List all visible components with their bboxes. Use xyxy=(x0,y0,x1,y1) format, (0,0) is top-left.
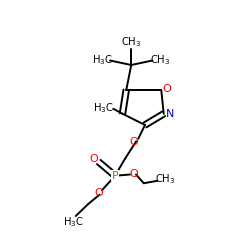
Text: CH$_3$: CH$_3$ xyxy=(121,35,142,49)
Text: H$_3$C: H$_3$C xyxy=(93,101,114,115)
Text: O: O xyxy=(129,137,138,147)
Text: CH$_3$: CH$_3$ xyxy=(150,53,171,67)
Text: O: O xyxy=(129,169,138,179)
Text: P: P xyxy=(112,171,118,181)
Text: H$_3$C: H$_3$C xyxy=(92,53,112,67)
Text: H$_3$C: H$_3$C xyxy=(63,215,84,229)
Text: N: N xyxy=(166,109,174,119)
Text: O: O xyxy=(94,188,104,198)
Text: CH$_3$: CH$_3$ xyxy=(155,172,176,186)
Text: O: O xyxy=(162,84,171,94)
Text: O: O xyxy=(89,154,98,164)
